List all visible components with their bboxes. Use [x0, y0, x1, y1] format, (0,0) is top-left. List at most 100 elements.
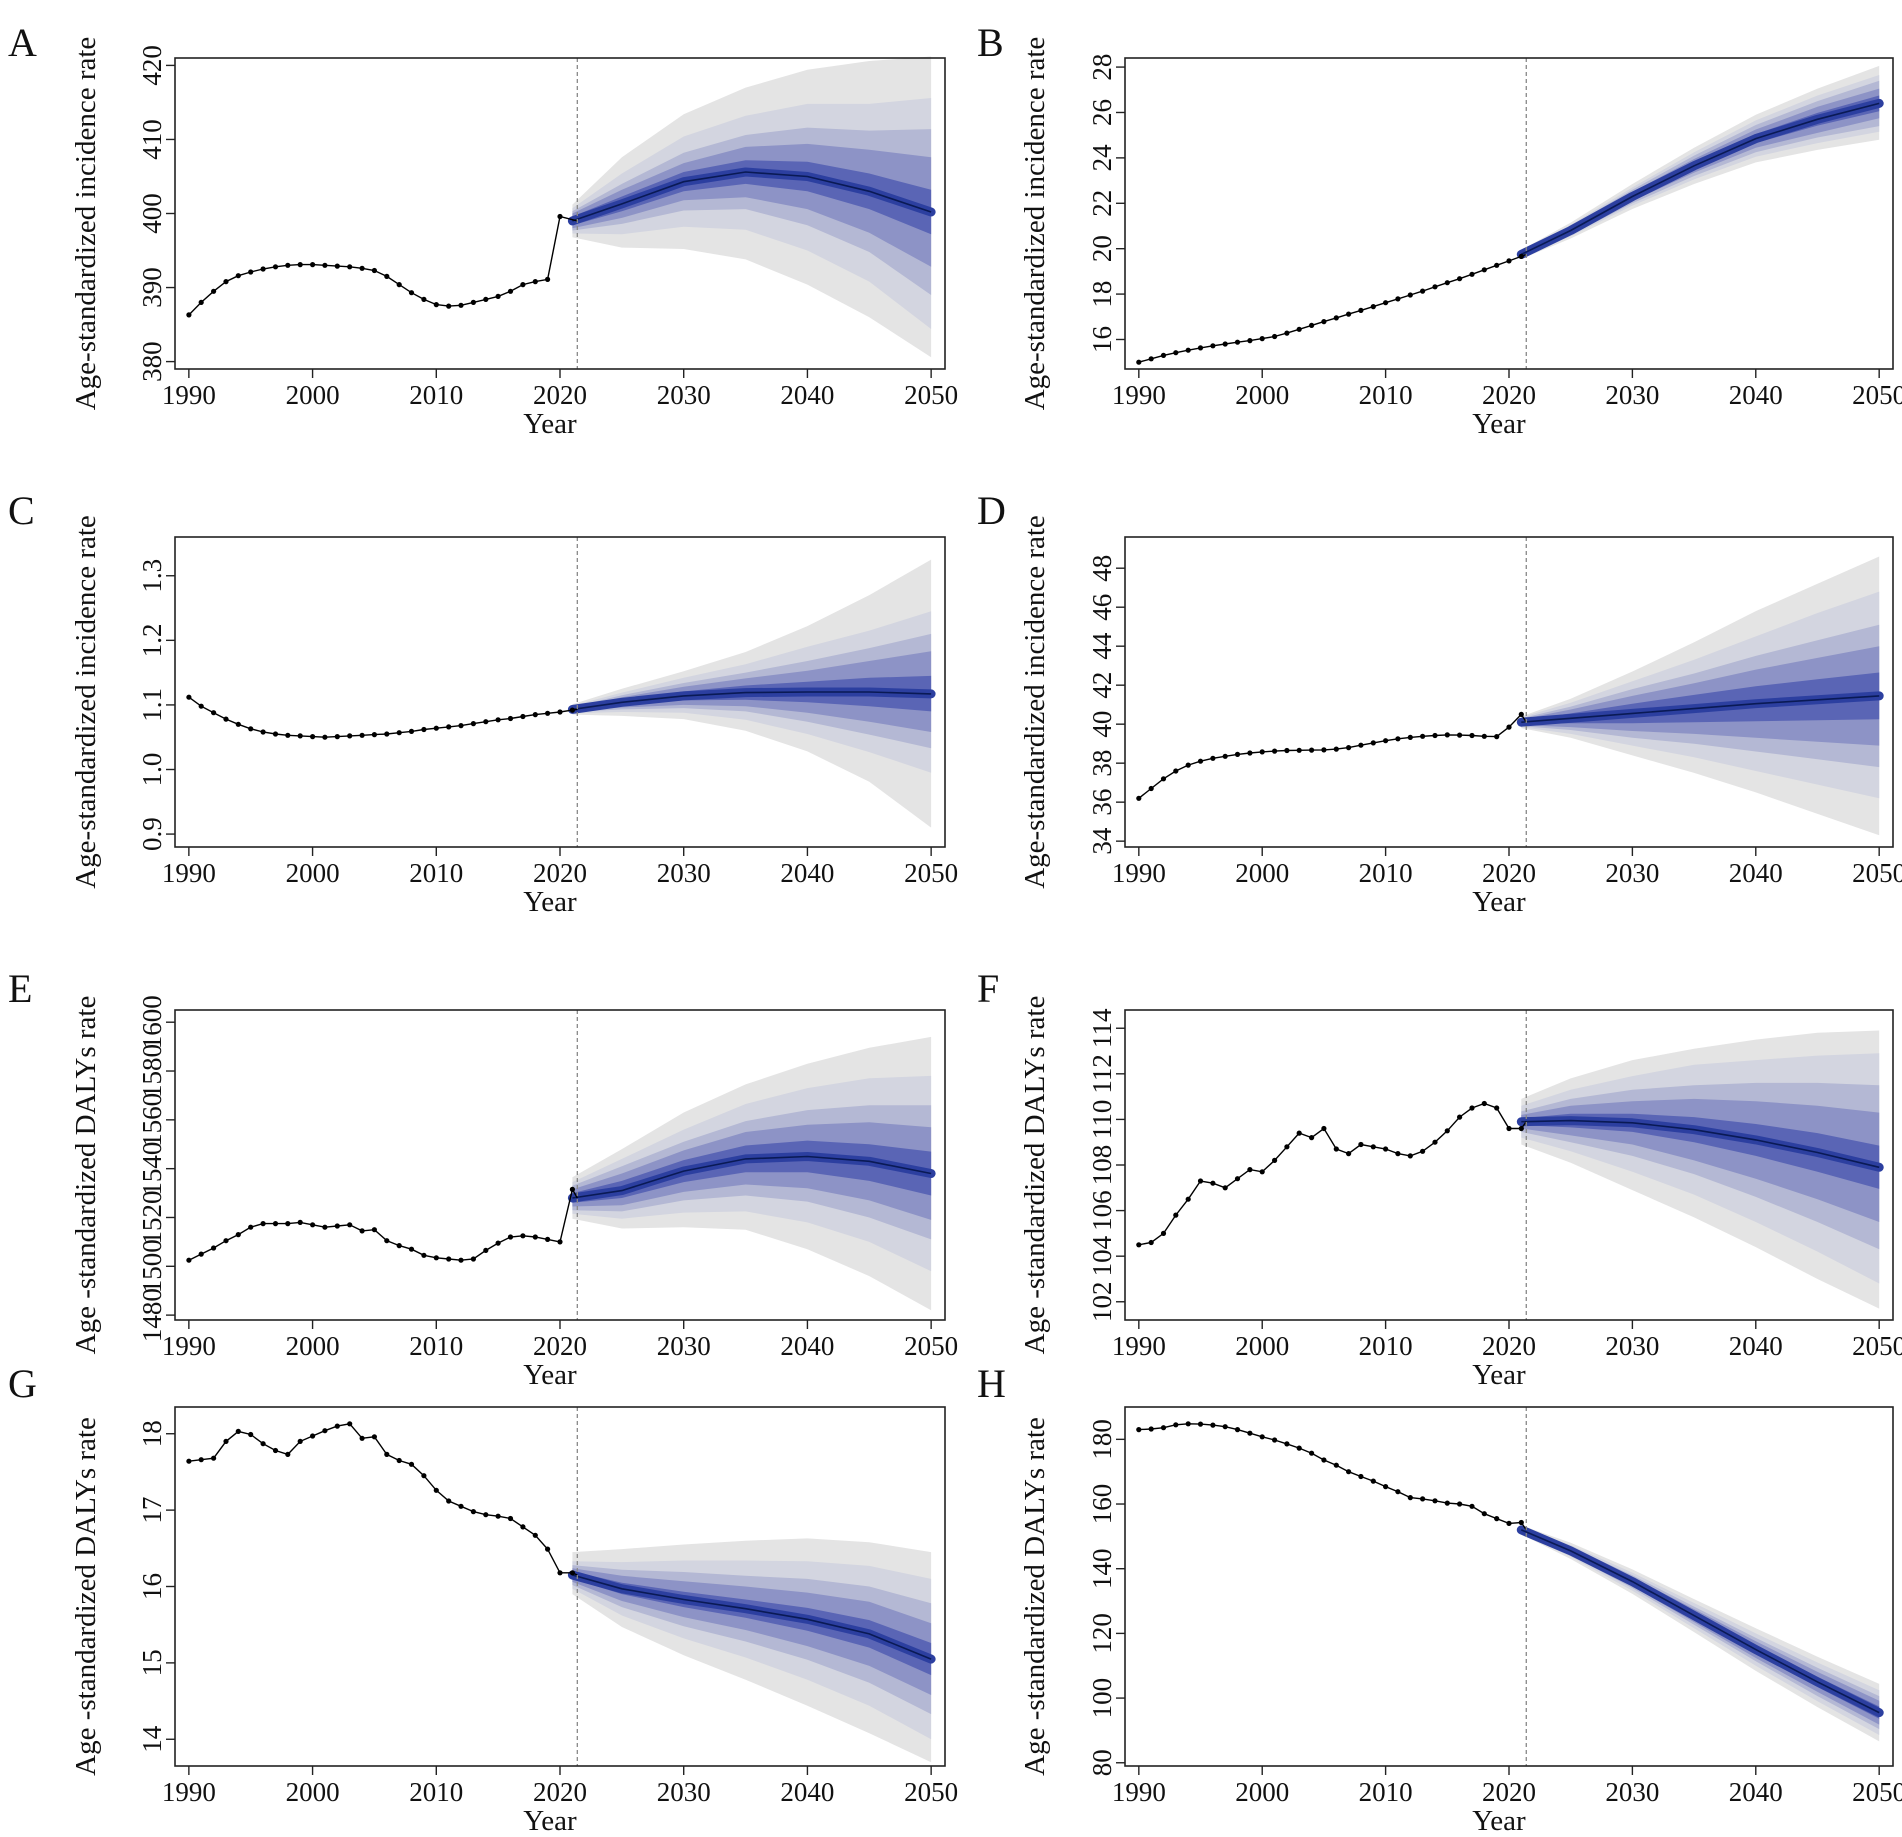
- observed-point-E-1998: [285, 1221, 291, 1227]
- observed-point-F-1998: [1234, 1176, 1241, 1182]
- y-tick-label-E-1600: 1600: [137, 995, 167, 1049]
- observed-point-B-2015: [1444, 280, 1450, 286]
- observed-point-D-2005: [1321, 747, 1327, 753]
- panel-label-E: E: [8, 966, 32, 1011]
- x-tick-label-D-2040: 2040: [1729, 858, 1783, 888]
- observed-point-H-2011: [1395, 1489, 1401, 1495]
- x-tick-label-E-2030: 2030: [657, 1331, 711, 1361]
- observed-point-F-2020: [1506, 1125, 1512, 1132]
- observed-point-H-2020: [1506, 1520, 1512, 1526]
- x-tick-label-A-2000: 2000: [286, 380, 340, 410]
- observed-point-D-2019: [1494, 734, 1500, 740]
- observed-point-B-2002: [1284, 330, 1290, 336]
- observed-point-A-2003: [347, 264, 353, 270]
- panel-label-G: G: [8, 1361, 37, 1406]
- observed-point-C-2006: [384, 731, 390, 737]
- forecast-band-80-H: [1521, 1527, 1880, 1730]
- panel-D: D 1990 2000 2010 2020 2030 2040 2050 34 36 38 40 42 4…: [977, 488, 1902, 918]
- x-tick-label-F-2000: 2000: [1235, 1331, 1289, 1361]
- y-tick-label-F-102: 102: [1087, 1282, 1117, 1323]
- x-axis-title-C: Year: [523, 886, 577, 918]
- observed-point-E-2006: [384, 1238, 390, 1244]
- y-tick-label-E-1480: 1480: [137, 1288, 167, 1342]
- observed-point-H-1991: [1148, 1426, 1154, 1432]
- y-tick-label-B-28: 28: [1087, 54, 1117, 81]
- observed-point-B-1992: [1160, 352, 1167, 358]
- y-tick-label-D-42: 42: [1087, 672, 1117, 699]
- x-tick-label-E-2050: 2050: [904, 1331, 958, 1361]
- observed-line-H: [1138, 1423, 1527, 1531]
- observed-point-A-2000: [310, 262, 316, 268]
- observed-point-H-2002: [1284, 1441, 1290, 1447]
- x-tick-label-C-2030: 2030: [657, 858, 711, 888]
- x-tick-label-G-2050: 2050: [904, 1777, 958, 1807]
- observed-point-G-2018: [532, 1532, 538, 1538]
- x-axis-title-H: Year: [1472, 1805, 1526, 1837]
- observed-point-H-2017: [1469, 1503, 1475, 1509]
- observed-point-G-1997: [272, 1447, 279, 1454]
- observed-point-B-2019: [1494, 262, 1500, 268]
- forecast-mean-line-E: [572, 1155, 932, 1199]
- y-tick-label-B-22: 22: [1087, 190, 1117, 217]
- y-tick-label-H-120: 120: [1087, 1613, 1117, 1654]
- observed-point-E-2014: [483, 1247, 489, 1253]
- panel-label-C: C: [8, 488, 35, 533]
- observed-point-E-2004: [359, 1228, 365, 1234]
- observed-point-H-2013: [1420, 1496, 1426, 1502]
- observed-line-C: [188, 696, 578, 738]
- forecast-band-70-H: [1521, 1528, 1880, 1725]
- observed-point-F-1992: [1160, 1230, 1167, 1236]
- observed-point-A-2016: [507, 288, 514, 294]
- observed-point-B-2020: [1506, 258, 1512, 264]
- observed-point-D-2017: [1469, 732, 1475, 739]
- forecast-mean-line-F: [1521, 1119, 1880, 1169]
- observed-point-F-2011: [1395, 1151, 1401, 1157]
- x-tick-label-E-2020: 2020: [533, 1331, 587, 1361]
- observed-point-A-2013: [470, 299, 476, 305]
- x-tick-label-G-2010: 2010: [409, 1777, 463, 1807]
- observed-point-G-1990: [186, 1458, 192, 1464]
- x-tick-label-A-2040: 2040: [780, 380, 834, 410]
- forecast-band-90-H: [1521, 1526, 1880, 1735]
- panel-label-H: H: [977, 1361, 1006, 1406]
- observed-point-C-1992: [211, 710, 217, 716]
- observed-point-E-2000: [310, 1222, 316, 1228]
- observed-point-E-1994: [235, 1232, 241, 1238]
- observed-point-B-1994: [1185, 347, 1191, 353]
- observed-point-D-2014: [1432, 732, 1438, 739]
- observed-point-C-2017: [520, 713, 526, 720]
- observed-point-D-2001: [1272, 748, 1278, 754]
- observed-line-G: [188, 1423, 578, 1576]
- observed-line-F: [1138, 1102, 1527, 1246]
- observed-point-E-1992: [211, 1245, 217, 1251]
- observed-point-F-1997: [1222, 1185, 1228, 1191]
- observed-point-B-1998: [1234, 339, 1241, 345]
- x-tick-label-D-2010: 2010: [1359, 858, 1413, 888]
- y-tick-label-G-17: 17: [137, 1497, 167, 1524]
- observed-point-H-1990: [1136, 1427, 1142, 1433]
- observed-point-B-2018: [1481, 267, 1487, 273]
- y-tick-label-G-14: 14: [137, 1725, 167, 1753]
- observed-point-A-1995: [248, 269, 254, 275]
- y-tick-label-E-1540: 1540: [137, 1142, 167, 1196]
- y-tick-label-D-36: 36: [1087, 789, 1117, 816]
- x-tick-label-B-2040: 2040: [1729, 380, 1783, 410]
- observed-point-A-2019: [545, 276, 551, 282]
- observed-point-B-2008: [1358, 307, 1364, 313]
- observed-point-E-2017: [520, 1233, 526, 1239]
- observed-point-H-2021: [1518, 1519, 1524, 1526]
- observed-point-A-2015: [495, 293, 501, 299]
- observed-point-A-2001: [322, 262, 328, 268]
- y-tick-label-F-110: 110: [1087, 1100, 1117, 1140]
- observed-point-E-2003: [347, 1222, 353, 1228]
- observed-point-B-1991: [1148, 356, 1154, 362]
- panel-C: C 1990 2000 2010 2020 2030 2040 2050 0.9 1.0 1.1 1.…: [8, 488, 958, 918]
- y-tick-label-C-1: 1.0: [137, 753, 167, 787]
- observed-point-F-1990: [1136, 1242, 1142, 1248]
- observed-point-D-2000: [1259, 749, 1265, 755]
- y-tick-label-F-104: 104: [1087, 1235, 1117, 1276]
- x-axis-title-D: Year: [1472, 886, 1526, 918]
- observed-point-D-1991: [1148, 785, 1154, 792]
- y-tick-label-H-180: 180: [1087, 1419, 1117, 1460]
- observed-point-B-2004: [1309, 322, 1315, 328]
